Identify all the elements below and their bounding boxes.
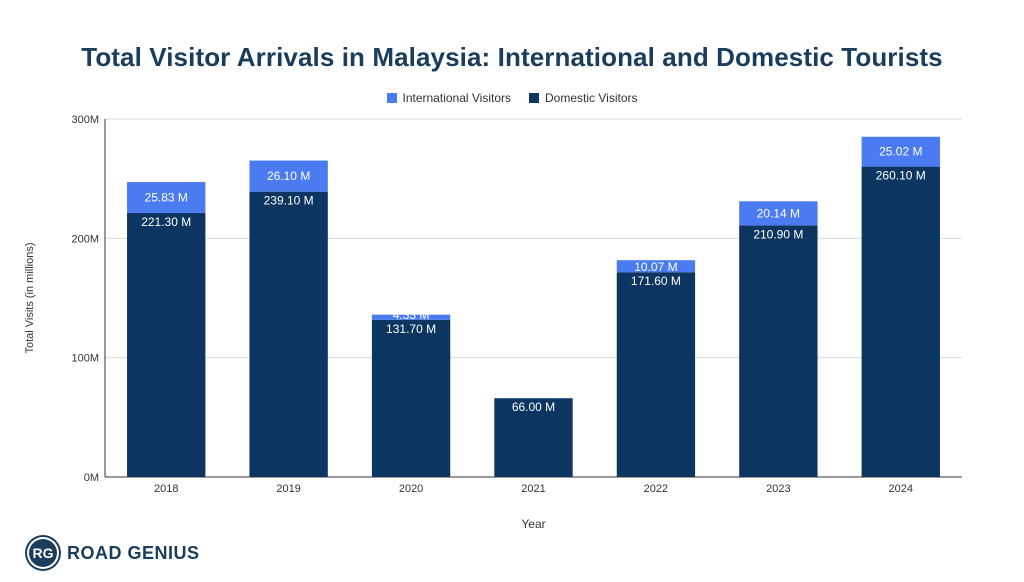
road-genius-logo-icon: RG [27,537,59,569]
data-label-domestic: 221.30 M [141,215,191,229]
x-tick-label: 2024 [889,483,913,495]
data-label-domestic: 171.60 M [631,274,681,288]
legend-swatch-international [386,93,397,103]
legend-item-international: International Visitors [386,91,512,105]
x-tick-label: 2019 [276,483,300,495]
y-tick-label: 300M [71,114,99,126]
x-axis-title: Year [521,517,545,531]
data-label-international: 25.83 M [145,191,188,205]
y-tick-label: 100M [71,353,99,365]
data-label-domestic: 239.10 M [264,194,314,208]
data-label-international: 4.33 M [393,308,430,322]
bar-domestic [371,319,451,477]
y-tick-label: 0M [84,472,99,484]
data-label-domestic: 66.00 M [512,400,555,414]
legend-swatch-domestic [529,93,540,103]
x-tick-label: 2020 [399,483,423,495]
y-axis-title: Total Visits (in millions) [24,242,36,353]
bar-domestic [494,398,573,477]
legend-item-domestic: Domestic Visitors [529,91,637,105]
bar-domestic [249,191,328,477]
data-label-domestic: 131.70 M [386,322,436,336]
bar-international [249,160,328,192]
chart-title: Total Visitor Arrivals in Malaysia: Inte… [81,42,943,72]
bar-international [861,136,940,167]
data-label-international: 0.13 M [515,386,552,400]
brand-logo-block: RG ROAD GENIUS [27,537,200,569]
data-label-domestic: 210.90 M [753,227,803,241]
y-tick-label: 200M [71,233,99,245]
bar-international [127,182,206,213]
bar-international [371,314,451,320]
x-tick-label: 2022 [644,483,668,495]
data-label-international: 25.02 M [879,145,922,159]
bar-domestic [127,212,206,477]
data-label-domestic: 260.10 M [876,169,926,183]
bar-international [739,201,818,226]
x-tick-label: 2018 [154,483,178,495]
bar-domestic [861,166,940,477]
brand-name: ROAD GENIUS [67,542,200,563]
bar-domestic [739,225,818,477]
legend-label-international: International Visitors [402,91,512,105]
chart-legend: International Visitors Domestic Visitors [0,91,1024,105]
bar-international [616,260,696,273]
x-tick-label: 2021 [521,483,545,495]
x-tick-label: 2023 [766,483,790,495]
data-label-international: 26.10 M [267,169,310,183]
data-label-international: 20.14 M [757,206,800,220]
legend-label-domestic: Domestic Visitors [545,91,638,105]
data-label-international: 10.07 M [634,260,677,274]
bar-domestic [616,272,696,477]
